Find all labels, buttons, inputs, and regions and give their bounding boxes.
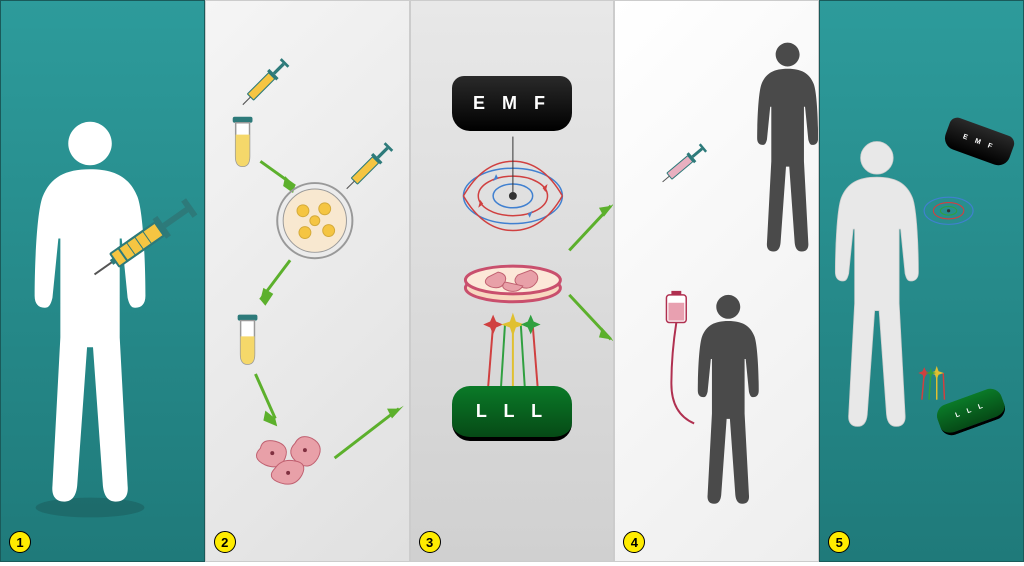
panel-5: E M F L L L 5 xyxy=(819,0,1024,562)
arrow-icon xyxy=(260,161,295,193)
badge-number: 5 xyxy=(836,535,843,550)
arrow-icon xyxy=(260,260,290,306)
iv-bag-icon xyxy=(667,291,695,424)
test-tube-icon xyxy=(237,315,257,364)
panel-2-graphic xyxy=(206,1,409,561)
magnetic-field-small-icon xyxy=(924,197,973,224)
arrow-icon xyxy=(569,295,614,342)
magnetic-field-icon xyxy=(463,137,562,231)
arrow-icon xyxy=(569,203,614,250)
human-figure-dark-icon xyxy=(758,43,819,252)
infographic-container: 1 xyxy=(0,0,1024,562)
panel-1-graphic xyxy=(1,1,204,561)
lll-label: L L L xyxy=(476,401,548,422)
test-tube-icon xyxy=(233,117,253,166)
syringe-pink-icon xyxy=(659,143,708,187)
human-figure-light-icon xyxy=(836,142,919,427)
panel-4-graphic xyxy=(615,1,818,561)
panel-5-graphic xyxy=(820,1,1023,561)
arrow-icon xyxy=(334,406,403,458)
panel-badge: 1 xyxy=(9,531,31,553)
syringe-small-icon xyxy=(238,57,290,109)
petri-dish-cells-icon xyxy=(465,266,560,302)
light-rays-small-icon xyxy=(919,366,945,400)
panel-3-graphic xyxy=(411,1,614,561)
panel-badge: 2 xyxy=(214,531,236,553)
panel-2: 2 xyxy=(205,0,410,562)
lll-label-small: L L L xyxy=(954,402,986,419)
light-rays-icon xyxy=(483,313,540,387)
cells-icon xyxy=(256,437,320,485)
badge-number: 2 xyxy=(221,535,228,550)
human-figure-dark-icon xyxy=(698,295,759,504)
badge-number: 3 xyxy=(426,535,433,550)
panel-1: 1 xyxy=(0,0,205,562)
lll-device-icon: L L L xyxy=(452,386,572,441)
petri-dish-icon xyxy=(277,183,352,258)
panel-4: 4 xyxy=(614,0,819,562)
arrow-icon xyxy=(255,374,277,426)
badge-number: 4 xyxy=(631,535,638,550)
badge-number: 1 xyxy=(16,535,23,550)
human-figure-icon xyxy=(35,122,146,502)
syringe-small-icon xyxy=(342,141,394,193)
panel-badge: 3 xyxy=(419,531,441,553)
emf-label-small: E M F xyxy=(962,133,996,151)
panel-3: E M F xyxy=(410,0,615,562)
